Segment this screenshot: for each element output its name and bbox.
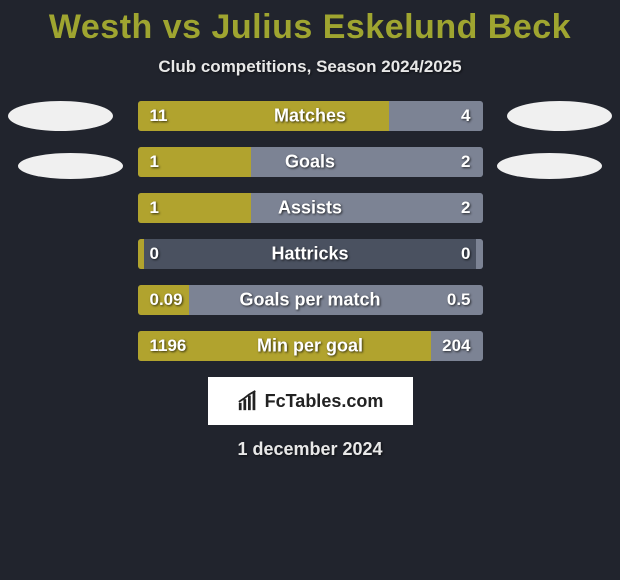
page-title: Westh vs Julius Eskelund Beck — [0, 8, 620, 47]
stats-block: Matches114Goals12Assists12Hattricks00Goa… — [0, 101, 620, 361]
comparison-card: Westh vs Julius Eskelund Beck Club compe… — [0, 0, 620, 460]
subtitle: Club competitions, Season 2024/2025 — [0, 57, 620, 77]
stat-value-left: 11 — [150, 106, 168, 126]
player-avatar-left-shadow — [18, 153, 123, 179]
stat-value-right: 204 — [442, 336, 470, 356]
stat-label: Assists — [138, 198, 483, 219]
stat-row: Matches11 4 — [138, 101, 483, 131]
date-label: 1 december 2024 — [0, 439, 620, 460]
stat-label: Matches — [138, 106, 483, 127]
stat-value-right: 2 — [461, 152, 470, 172]
bars-container: Matches114Goals12Assists12Hattricks00Goa… — [138, 101, 483, 361]
stat-row: Hattricks0 0 — [138, 239, 483, 269]
stat-value-left: 0.09 — [150, 290, 183, 310]
stat-value-left: 1 — [150, 152, 159, 172]
player-avatar-left — [8, 101, 113, 131]
player-avatar-right — [507, 101, 612, 131]
stat-row: Assists1 2 — [138, 193, 483, 223]
stat-row: Goals per match0.09 0.5 — [138, 285, 483, 315]
stat-label: Min per goal — [138, 336, 483, 357]
stat-label: Goals — [138, 152, 483, 173]
stat-value-right: 0.5 — [447, 290, 471, 310]
stat-value-left: 1196 — [150, 336, 187, 356]
source-logo: FcTables.com — [208, 377, 413, 425]
stat-value-right: 0 — [461, 244, 470, 264]
stat-value-right: 4 — [461, 106, 470, 126]
player-avatar-right-shadow — [497, 153, 602, 179]
stat-row: Min per goal1196 204 — [138, 331, 483, 361]
stat-value-left: 1 — [150, 198, 159, 218]
stat-value-right: 2 — [461, 198, 470, 218]
logo-text: FcTables.com — [265, 391, 384, 412]
stat-row: Goals1 2 — [138, 147, 483, 177]
chart-icon — [237, 390, 259, 412]
stat-label: Goals per match — [138, 290, 483, 311]
stat-value-left: 0 — [150, 244, 159, 264]
stat-label: Hattricks — [138, 244, 483, 265]
